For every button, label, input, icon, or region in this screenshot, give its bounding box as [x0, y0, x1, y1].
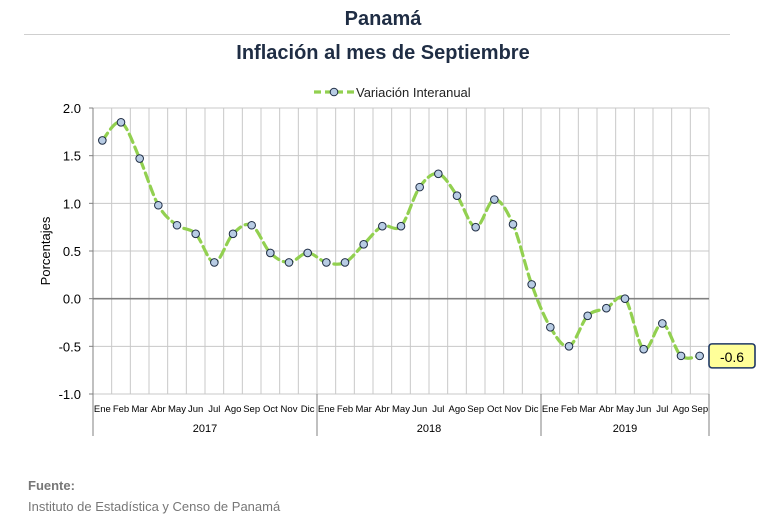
x-tick-label-month: May — [392, 404, 410, 415]
x-tick-label-month: Feb — [561, 404, 577, 415]
source-text: Instituto de Estadística y Censo de Pana… — [28, 499, 281, 514]
legend-marker-sample — [329, 87, 339, 97]
data-point — [135, 154, 144, 163]
data-point — [154, 200, 163, 210]
data-point — [396, 221, 406, 231]
y-axis-label: Porcentajes — [38, 216, 53, 285]
legend-label: Variación Interanual — [356, 85, 471, 100]
x-tick-label-month: Jun — [412, 404, 427, 415]
x-tick-label-month: Ago — [225, 404, 242, 415]
x-tick-label-month: May — [168, 404, 186, 415]
data-point — [620, 294, 630, 303]
x-tick-label-month: Abr — [599, 404, 614, 415]
data-point — [191, 229, 200, 239]
title-divider — [24, 34, 730, 35]
data-point — [228, 229, 238, 239]
y-tick-label: -1.0 — [59, 387, 81, 402]
y-tick-label: 2.0 — [63, 101, 81, 116]
x-tick-label-month: Jul — [432, 404, 444, 415]
x-tick-label-month: Jun — [636, 404, 651, 415]
x-tick-label-year: 2017 — [193, 423, 217, 435]
y-tick-label: 0.5 — [63, 244, 81, 259]
x-tick-label-month: Jul — [656, 404, 668, 415]
data-point — [658, 319, 667, 328]
chart-country-title: Panamá — [344, 8, 422, 30]
x-tick-label-month: Abr — [375, 404, 390, 415]
data-point — [639, 344, 648, 354]
value-callout-label: -0.6 — [720, 349, 744, 365]
x-tick-label-month: Sep — [243, 404, 260, 415]
x-tick-label-month: Mar — [355, 404, 371, 415]
y-tick-label: -0.5 — [59, 339, 81, 354]
x-tick-label-month: Mar — [579, 404, 595, 415]
data-point — [247, 220, 256, 230]
x-tick-label-month: Feb — [337, 404, 353, 415]
y-tick-label: 1.0 — [63, 196, 81, 211]
x-tick-label-month: Jun — [188, 404, 203, 415]
x-tick-label-month: Sep — [467, 404, 484, 415]
x-tick-label-month: Ago — [449, 404, 466, 415]
x-tick-label-month: Dic — [301, 404, 315, 415]
x-tick-label-month: Oct — [487, 404, 502, 415]
data-point — [695, 351, 704, 361]
data-point — [434, 169, 443, 179]
x-tick-label-month: Dic — [525, 404, 539, 415]
data-point — [564, 342, 574, 351]
data-point — [676, 351, 686, 361]
x-tick-label-month: Ago — [673, 404, 690, 415]
data-point — [98, 136, 107, 145]
data-point — [303, 248, 312, 258]
data-point — [172, 220, 182, 230]
data-point — [378, 221, 387, 231]
series-line-variacion-interanual — [100, 120, 702, 360]
data-point — [583, 311, 592, 321]
x-tick-label-month: Nov — [505, 404, 522, 415]
data-point — [508, 220, 518, 229]
x-tick-label-month: Ene — [94, 404, 111, 415]
x-tick-label-month: Feb — [113, 404, 129, 415]
data-point — [471, 222, 480, 232]
x-tick-label-month: Abr — [151, 404, 166, 415]
source-label: Fuente: — [28, 478, 75, 493]
data-point — [415, 182, 424, 192]
data-point — [116, 118, 126, 127]
data-point — [490, 195, 499, 204]
y-tick-label: 0.0 — [63, 292, 81, 307]
x-tick-label-month: Mar — [131, 404, 147, 415]
chart-title: Inflación al mes de Septiembre — [236, 42, 530, 64]
data-point — [546, 322, 555, 332]
x-tick-label-month: May — [616, 404, 634, 415]
x-tick-label-month: Oct — [263, 404, 278, 415]
data-point — [210, 258, 219, 267]
x-tick-label-month: Sep — [691, 404, 708, 415]
data-point — [602, 303, 611, 313]
data-point — [452, 191, 462, 201]
x-tick-label-month: Ene — [318, 404, 335, 415]
data-point — [359, 240, 368, 249]
data-point — [266, 248, 275, 258]
data-point — [322, 258, 331, 267]
data-point — [527, 280, 536, 289]
x-tick-label-month: Jul — [208, 404, 220, 415]
x-tick-label-month: Nov — [281, 404, 298, 415]
data-point — [340, 258, 350, 267]
value-callout-box — [708, 343, 756, 369]
data-point — [284, 258, 294, 267]
x-tick-label-year: 2018 — [417, 423, 441, 435]
y-tick-label: 1.5 — [63, 149, 81, 164]
x-tick-label-year: 2019 — [613, 423, 637, 435]
x-tick-label-month: Ene — [542, 404, 559, 415]
